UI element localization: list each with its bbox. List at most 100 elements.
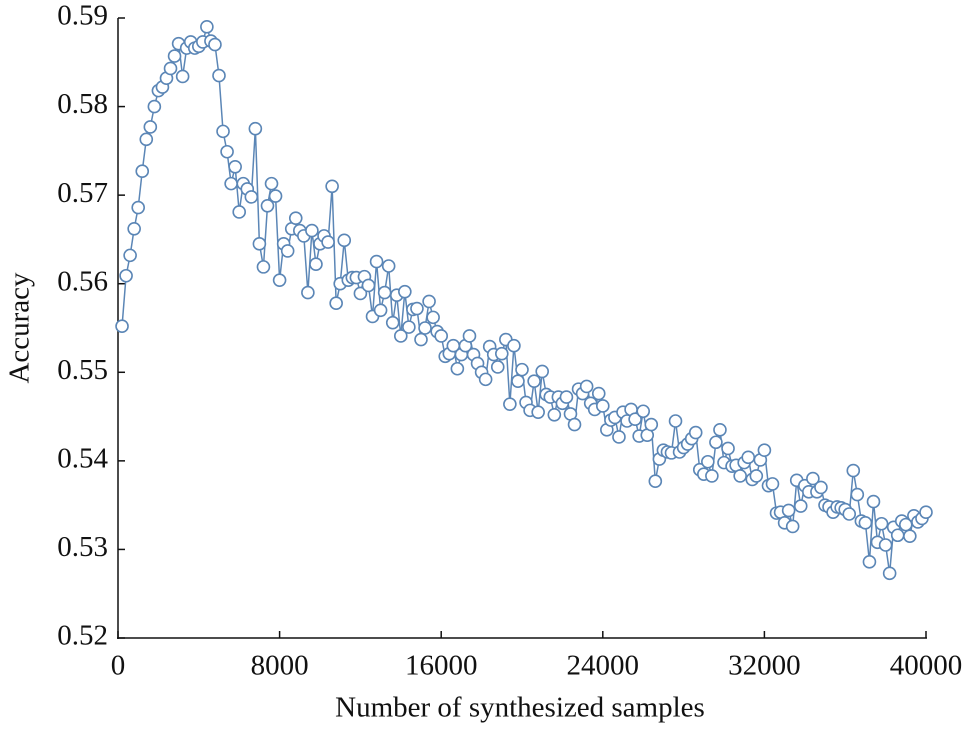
point-marker bbox=[862, 555, 877, 569]
point-marker bbox=[765, 477, 780, 491]
point-marker bbox=[535, 364, 550, 379]
y-axis-title: Accuracy bbox=[4, 272, 36, 384]
point-marker bbox=[648, 474, 663, 489]
x-tick-label: 16000 bbox=[405, 650, 478, 682]
point-marker bbox=[701, 454, 715, 469]
point-marker bbox=[232, 205, 246, 219]
point-marker bbox=[874, 516, 889, 531]
point-marker bbox=[369, 254, 384, 269]
point-marker bbox=[721, 441, 735, 456]
point-marker bbox=[200, 20, 214, 34]
point-marker bbox=[749, 469, 764, 483]
y-tick-label: 0.52 bbox=[57, 620, 108, 652]
point-marker bbox=[527, 374, 541, 388]
point-marker bbox=[507, 338, 521, 353]
point-marker bbox=[135, 164, 150, 179]
point-marker bbox=[288, 211, 303, 225]
point-marker bbox=[220, 144, 234, 159]
point-marker bbox=[878, 538, 893, 552]
point-marker bbox=[260, 198, 275, 213]
point-marker bbox=[595, 399, 610, 413]
x-tick-label: 8000 bbox=[251, 650, 309, 682]
point-marker bbox=[668, 414, 683, 428]
point-marker bbox=[644, 417, 659, 432]
point-marker bbox=[705, 469, 719, 483]
point-marker bbox=[280, 244, 295, 258]
y-tick-label: 0.57 bbox=[57, 177, 108, 209]
point-marker bbox=[858, 516, 873, 530]
point-marker bbox=[785, 519, 800, 534]
point-marker bbox=[414, 332, 428, 347]
point-marker bbox=[264, 176, 279, 191]
point-marker bbox=[272, 273, 287, 287]
point-marker bbox=[866, 494, 881, 509]
point-marker bbox=[167, 49, 182, 63]
point-marker bbox=[268, 189, 283, 203]
point-marker bbox=[793, 499, 808, 513]
point-marker bbox=[490, 360, 505, 374]
point-marker bbox=[147, 99, 162, 114]
point-marker bbox=[212, 68, 226, 83]
point-marker bbox=[309, 257, 323, 272]
y-tick-label: 0.55 bbox=[57, 354, 108, 386]
point-marker bbox=[579, 379, 594, 394]
point-marker bbox=[741, 450, 756, 465]
point-marker bbox=[123, 248, 137, 263]
point-marker bbox=[361, 278, 376, 293]
point-marker bbox=[131, 200, 145, 215]
point-marker bbox=[709, 435, 723, 450]
point-marker bbox=[115, 319, 129, 334]
point-marker bbox=[244, 190, 259, 204]
point-marker bbox=[890, 528, 905, 543]
point-marker bbox=[814, 480, 828, 495]
point-marker bbox=[842, 507, 857, 521]
point-marker bbox=[337, 233, 352, 248]
y-tick-label: 0.54 bbox=[57, 443, 108, 475]
point-marker bbox=[393, 329, 408, 343]
point-marker bbox=[478, 372, 493, 387]
x-tick-label: 40000 bbox=[890, 650, 963, 682]
point-marker bbox=[139, 132, 154, 147]
y-tick-label: 0.53 bbox=[57, 531, 108, 563]
point-marker bbox=[547, 407, 562, 422]
x-tick-label: 24000 bbox=[567, 650, 640, 682]
point-marker bbox=[127, 222, 141, 236]
point-marker bbox=[301, 285, 315, 300]
point-marker bbox=[434, 329, 449, 343]
point-marker bbox=[515, 362, 529, 377]
point-marker bbox=[321, 235, 335, 249]
point-marker bbox=[591, 386, 606, 401]
point-marker bbox=[462, 329, 477, 343]
point-marker bbox=[567, 417, 582, 432]
point-marker bbox=[882, 566, 897, 581]
point-marker bbox=[559, 390, 574, 404]
point-marker bbox=[402, 320, 416, 334]
point-marker bbox=[511, 374, 525, 388]
point-marker bbox=[377, 285, 392, 300]
point-marker bbox=[208, 37, 222, 52]
point-marker bbox=[713, 423, 727, 437]
point-marker bbox=[163, 61, 178, 76]
point-marker bbox=[381, 259, 396, 273]
point-marker bbox=[252, 237, 267, 251]
point-marker bbox=[353, 286, 368, 301]
point-marker bbox=[373, 303, 388, 318]
y-tick-label: 0.59 bbox=[57, 0, 108, 32]
point-marker bbox=[418, 321, 432, 335]
point-marker bbox=[757, 443, 772, 458]
point-marker bbox=[256, 260, 271, 274]
point-marker bbox=[248, 121, 263, 136]
point-marker bbox=[175, 69, 190, 84]
point-marker bbox=[503, 397, 517, 411]
point-marker bbox=[531, 405, 545, 419]
point-marker bbox=[216, 124, 230, 139]
point-marker bbox=[450, 361, 465, 376]
point-marker bbox=[636, 404, 651, 419]
point-marker bbox=[494, 346, 509, 361]
y-tick-label: 0.58 bbox=[57, 88, 108, 120]
point-marker bbox=[806, 471, 820, 486]
point-marker bbox=[143, 120, 158, 134]
point-marker bbox=[919, 505, 933, 520]
point-marker bbox=[398, 284, 412, 299]
